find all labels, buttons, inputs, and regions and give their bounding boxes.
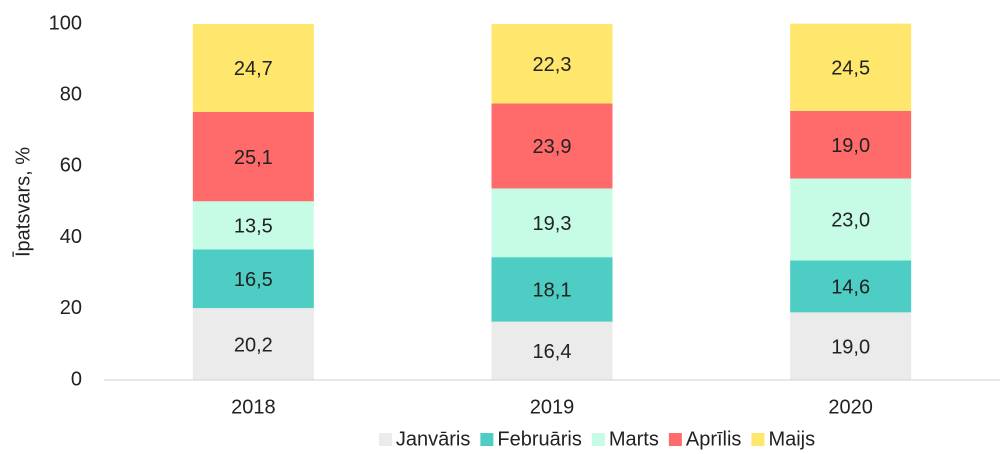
y-tick-label: 40: [60, 226, 82, 248]
y-tick-label: 60: [60, 155, 82, 177]
data-label: 14,6: [831, 277, 870, 299]
legend-label: Februāris: [497, 428, 581, 450]
data-label: 24,5: [831, 58, 870, 80]
legend-swatch: [751, 433, 765, 446]
y-axis-label: Īpatsvars, %: [11, 147, 34, 257]
bar-segment: [790, 260, 912, 313]
bar-segment: [491, 321, 613, 380]
data-label: 19,3: [533, 213, 572, 235]
bar-segment: [192, 308, 314, 380]
x-tick-label: 2019: [530, 396, 575, 418]
data-label: 19,0: [831, 135, 870, 157]
data-label: 13,5: [234, 216, 273, 238]
bar-segment: [491, 188, 613, 258]
data-label: 16,4: [533, 341, 572, 363]
y-tick-label: 80: [60, 83, 82, 105]
legend-label: Janvāris: [396, 428, 470, 450]
y-tick-label: 100: [49, 12, 82, 34]
data-label: 22,3: [533, 54, 572, 76]
y-tick-label: 20: [60, 297, 82, 319]
legend-swatch: [480, 433, 494, 446]
data-label: 16,5: [234, 269, 273, 291]
bar-segment: [192, 24, 314, 112]
bar-segment: [790, 312, 912, 380]
x-tick-label: 2018: [231, 396, 276, 418]
legend-swatch: [668, 433, 682, 446]
data-label: 19,0: [831, 336, 870, 358]
bar-segment: [192, 249, 314, 309]
legend-swatch: [378, 433, 392, 446]
bar-segment: [192, 111, 314, 202]
legend-label: Aprīlis: [686, 428, 742, 450]
bar-segment: [790, 23, 912, 111]
bar-segment: [491, 257, 613, 322]
bar-segment: [491, 24, 613, 104]
data-label: 23,9: [533, 136, 572, 158]
data-label: 23,0: [831, 210, 870, 232]
legend-label: Marts: [609, 428, 659, 450]
bar-segment: [790, 178, 912, 261]
legend-label: Maijs: [768, 428, 815, 450]
bar-segment: [192, 201, 314, 250]
data-label: 25,1: [234, 147, 273, 169]
legend-swatch: [591, 433, 605, 446]
data-label: 20,2: [234, 334, 273, 356]
data-label: 18,1: [533, 280, 572, 302]
x-tick-label: 2020: [828, 396, 873, 418]
bar-segment: [491, 103, 613, 189]
y-tick-label: 0: [71, 368, 82, 390]
data-label: 24,7: [234, 58, 273, 80]
bar-segment: [790, 110, 912, 179]
